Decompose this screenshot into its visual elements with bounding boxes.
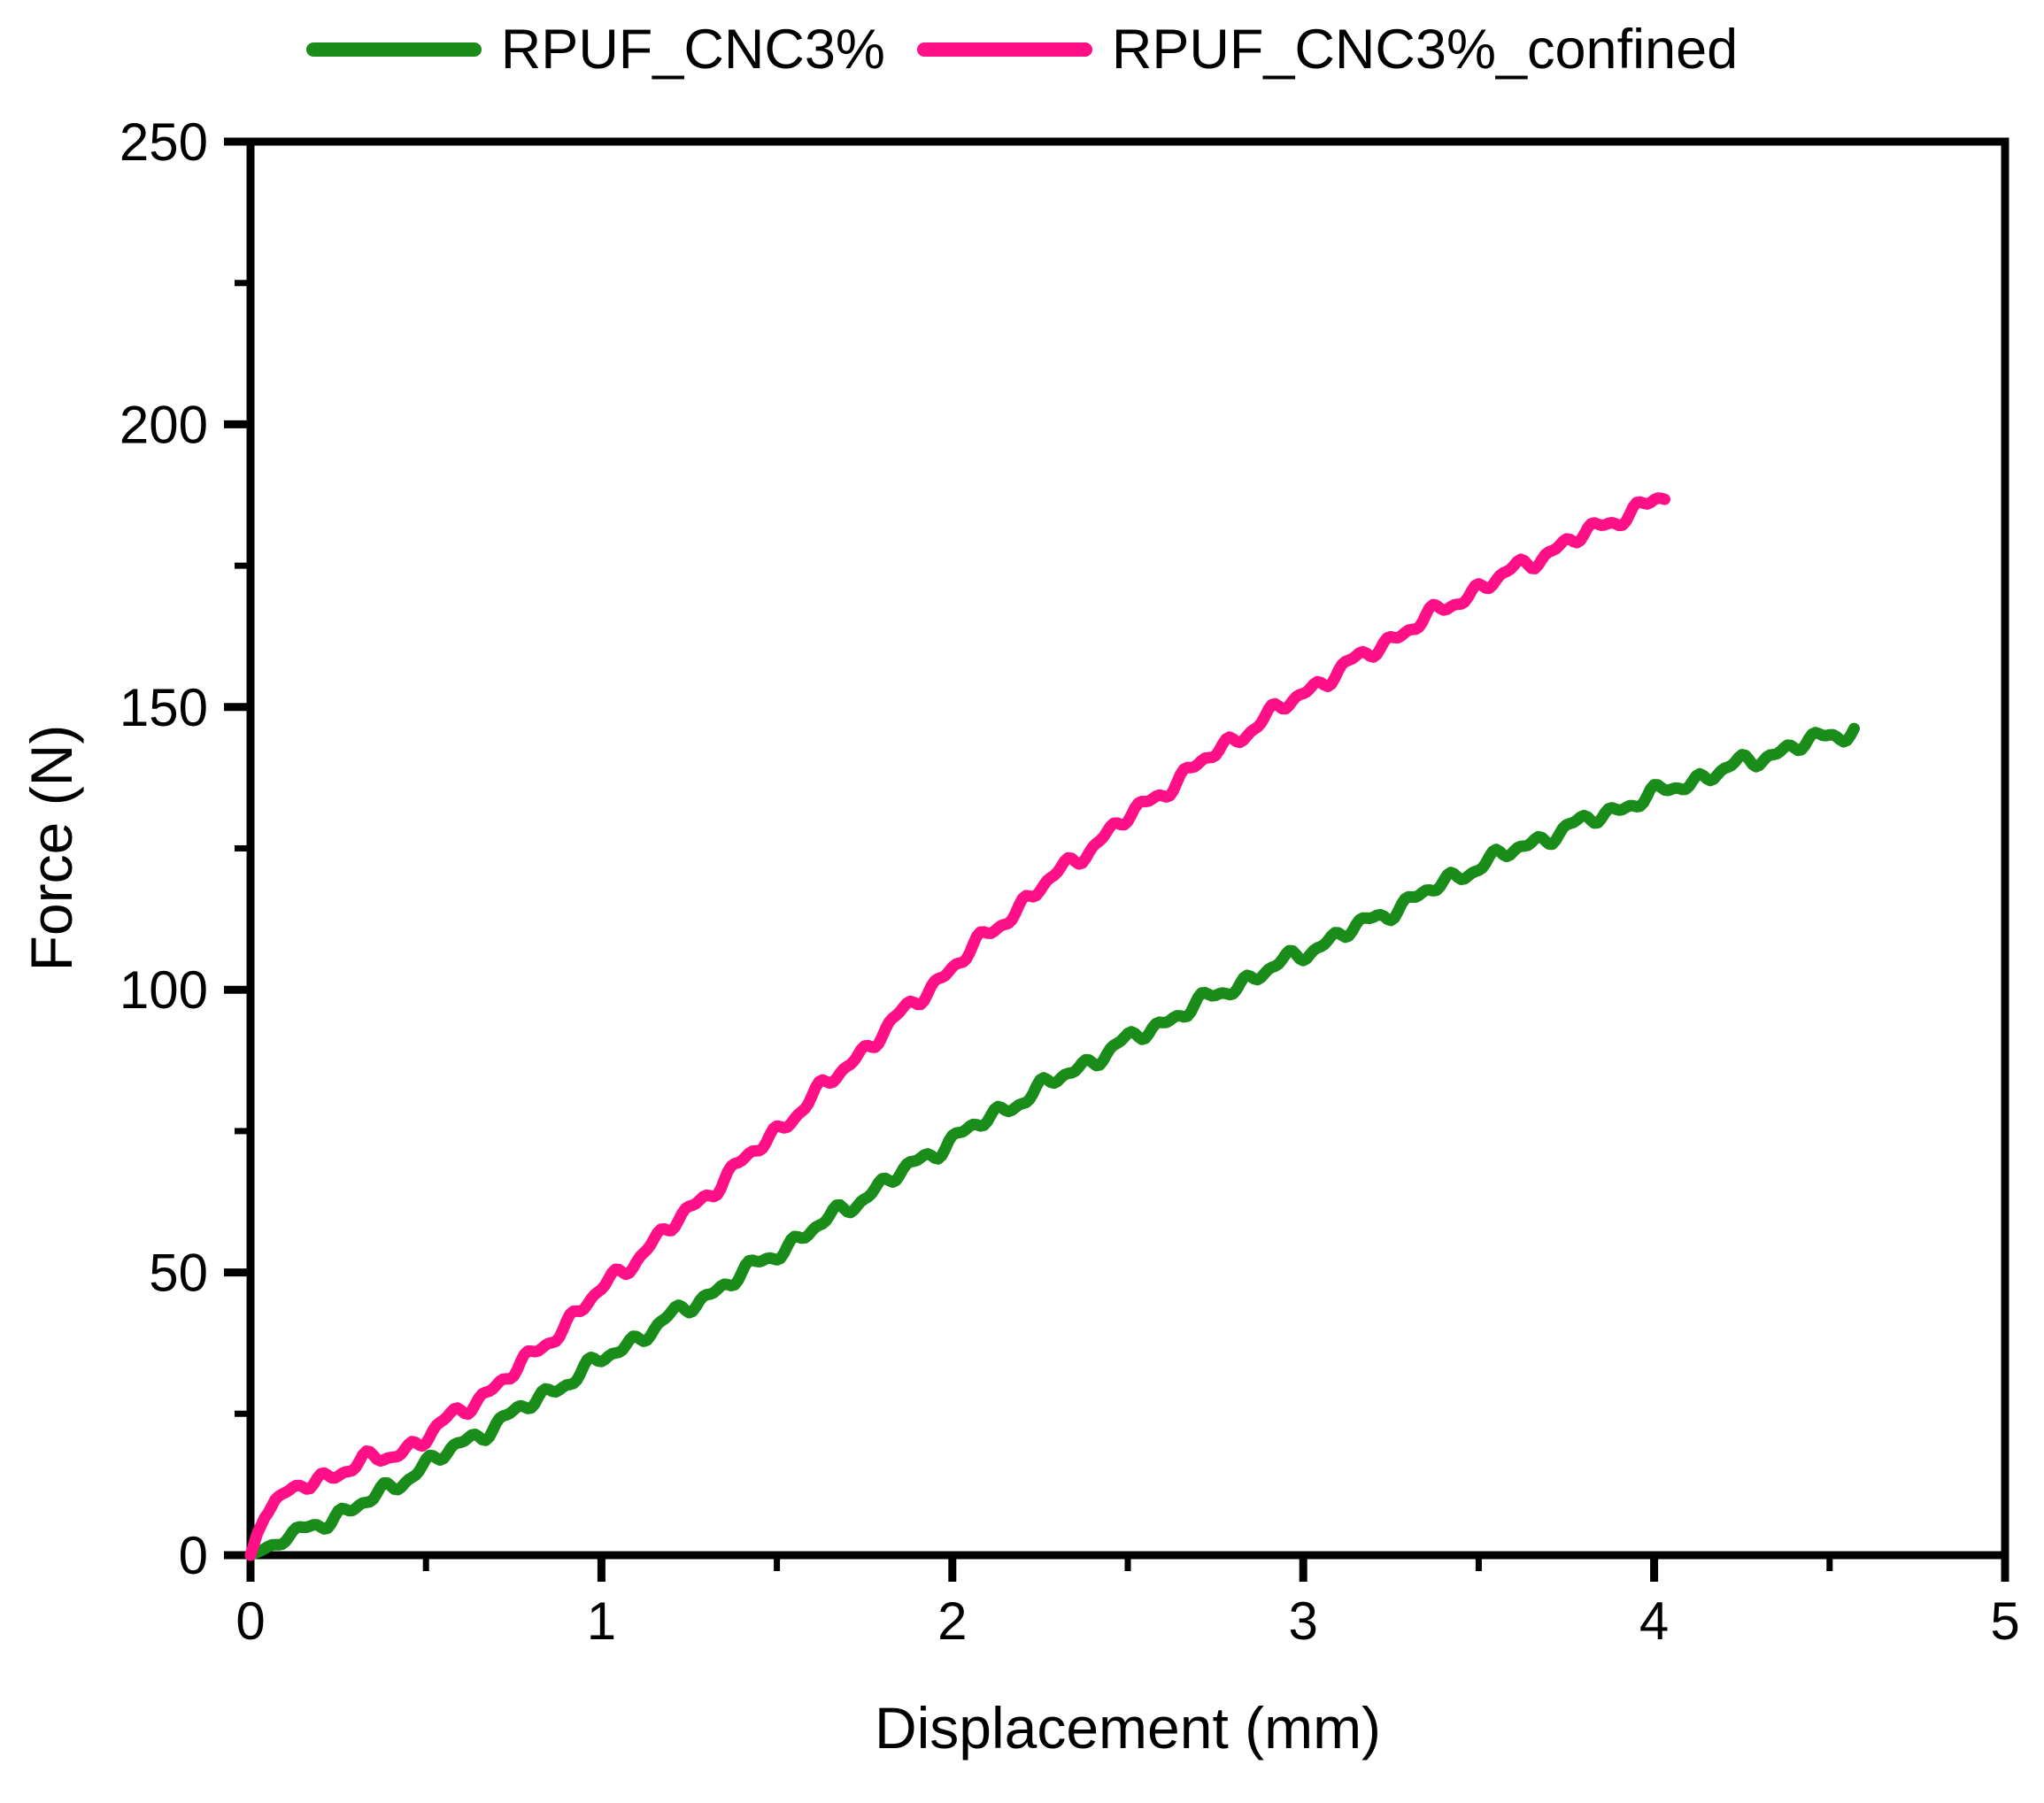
legend-item-rpuf-cnc3-confined: RPUF_CNC3%_confined	[916, 18, 1739, 81]
legend-line-swatch-green	[305, 42, 482, 57]
legend-line-swatch-pink	[916, 42, 1092, 57]
legend: RPUF_CNC3% RPUF_CNC3%_confined	[0, 5, 2044, 94]
x-tick-label: 1	[587, 1591, 616, 1651]
y-tick-label: 250	[120, 112, 208, 172]
legend-label: RPUF_CNC3%	[500, 18, 885, 81]
x-tick-label: 5	[1990, 1591, 2019, 1651]
x-tick-label: 0	[235, 1591, 265, 1651]
y-tick-label: 200	[120, 395, 208, 454]
y-tick-label: 0	[179, 1526, 208, 1585]
y-tick-label: 150	[120, 678, 208, 737]
x-tick-label: 3	[1289, 1591, 1318, 1651]
x-axis-title: Displacement (mm)	[874, 1695, 1382, 1761]
y-tick-label: 100	[120, 960, 208, 1020]
x-tick-label: 4	[1639, 1591, 1669, 1651]
series-line-1	[244, 492, 1670, 1561]
series-line-0	[244, 722, 1860, 1561]
plot-frame	[246, 137, 2009, 1560]
legend-item-rpuf-cnc3: RPUF_CNC3%	[305, 18, 885, 81]
x-tick-label: 2	[937, 1591, 967, 1651]
y-tick-label: 50	[149, 1244, 208, 1303]
legend-label: RPUF_CNC3%_confined	[1111, 18, 1739, 81]
